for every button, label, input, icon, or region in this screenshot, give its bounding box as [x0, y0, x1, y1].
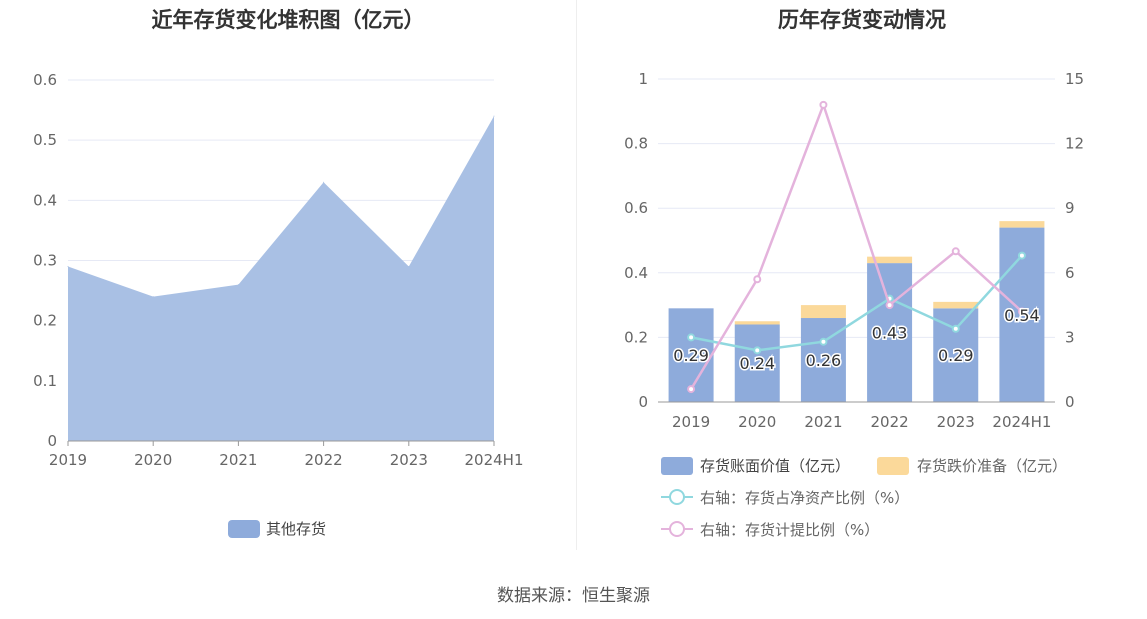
y-right-tick-label: 9 [1065, 199, 1075, 217]
bar-impairment-reserve [867, 256, 913, 264]
y-left-tick-label: 1 [638, 70, 648, 88]
x-tick-label: 2021 [804, 413, 842, 431]
right-chart-title: 历年存货变动情况 [778, 8, 946, 32]
area-data-point [323, 181, 325, 183]
provision-ratio-point [885, 301, 894, 310]
legend-label-reserve: 存货跌价准备（亿元） [917, 457, 1067, 475]
provision-ratio-point [1017, 307, 1026, 316]
legend-marker-provision-ratio [669, 521, 685, 537]
bar-data-label: 0.29 [938, 346, 974, 365]
legend-marker-net-asset-ratio [669, 489, 685, 505]
net-asset-ratio-point [951, 324, 960, 333]
x-tick-label: 2020 [738, 413, 776, 431]
x-tick-label: 2024H1 [465, 451, 524, 469]
left-chart-panel: 近年存货变化堆积图（亿元） 0 0.1 0.2 0.3 0.4 0.5 0.6 2019 202… [0, 0, 576, 560]
right-combo-chart: 0 0.2 0.4 0.6 0.8 1 0 3 6 9 12 15 2019 2020 2021 2022 20… [624, 70, 1084, 539]
y-tick-label: 0.4 [33, 191, 57, 209]
bar-impairment-reserve [734, 321, 780, 325]
y-right-tick-label: 15 [1065, 70, 1084, 88]
x-tick-label: 2022 [870, 413, 908, 431]
provision-ratio-point [753, 275, 762, 284]
legend-swatch-reserve [877, 457, 909, 475]
y-right-tick-label: 12 [1065, 135, 1084, 153]
y-tick-label: 0 [47, 432, 57, 450]
legend-label-book-value: 存货账面价值（亿元） [700, 457, 850, 475]
legend-swatch-other-inventory [228, 520, 260, 538]
left-area-chart: 0 0.1 0.2 0.3 0.4 0.5 0.6 2019 2020 2021 2022 2023 2… [33, 71, 524, 538]
net-asset-ratio-point [687, 333, 696, 342]
x-tick-label: 2023 [390, 451, 428, 469]
area-data-point [237, 284, 239, 286]
legend-label-provision-ratio: 右轴：存货计提比例（%） [700, 521, 879, 539]
bar-data-label: 0.24 [739, 354, 775, 373]
bar-book-value [867, 263, 913, 402]
y-left-tick-label: 0.8 [624, 135, 648, 153]
y-tick-label: 0.1 [33, 372, 57, 390]
y-tick-label: 0.5 [33, 131, 57, 149]
y-tick-label: 0.3 [33, 252, 57, 270]
bar-data-label: 0.54 [1004, 306, 1040, 325]
x-tick-label: 2019 [49, 451, 87, 469]
y-left-tick-label: 0.4 [624, 264, 648, 282]
bar-book-value [933, 308, 979, 402]
y-left-tick-label: 0 [638, 393, 648, 411]
provision-ratio-point [951, 247, 960, 256]
area-data-point [493, 115, 495, 117]
provision-ratio-point [687, 385, 696, 394]
x-tick-label: 2020 [134, 451, 172, 469]
right-chart-panel: 历年存货变动情况 0 0.2 0.4 0.6 0.8 1 0 3 6 9 12 15 2019 2020 2… [577, 0, 1147, 560]
bar-data-label: 0.26 [806, 351, 842, 370]
area-data-point [67, 266, 69, 268]
legend-swatch-book-value [661, 457, 693, 475]
y-right-tick-label: 6 [1065, 264, 1075, 282]
bar-impairment-reserve [933, 301, 979, 309]
provision-ratio-line [690, 101, 1023, 390]
area-series-other-inventory [68, 116, 494, 441]
legend-label-other-inventory: 其他存货 [266, 520, 326, 538]
area-data-point [152, 296, 154, 298]
data-source-note: 数据来源：恒生聚源 [497, 586, 650, 606]
y-tick-label: 0.6 [33, 71, 57, 89]
bar-impairment-reserve [800, 305, 846, 319]
net-asset-ratio-point [753, 346, 762, 355]
bar-book-value [734, 324, 780, 402]
left-chart-title: 近年存货变化堆积图（亿元） [151, 8, 425, 32]
y-left-tick-label: 0.2 [624, 328, 648, 346]
panel-divider [576, 0, 577, 550]
bar-data-label: 0.43 [872, 324, 908, 343]
bar-impairment-reserve [999, 221, 1045, 228]
net-asset-ratio-point [819, 337, 828, 346]
x-tick-label: 2024H1 [992, 413, 1051, 431]
y-left-tick-label: 0.6 [624, 199, 648, 217]
y-tick-label: 0.2 [33, 312, 57, 330]
y-right-tick-label: 3 [1065, 328, 1075, 346]
x-tick-label: 2023 [937, 413, 975, 431]
x-tick-label: 2019 [672, 413, 710, 431]
net-asset-ratio-line [690, 254, 1023, 352]
net-asset-ratio-point [1017, 251, 1026, 260]
x-tick-label: 2022 [305, 451, 343, 469]
provision-ratio-point [819, 100, 828, 109]
y-right-tick-label: 0 [1065, 393, 1075, 411]
legend-label-net-asset-ratio: 右轴：存货占净资产比例（%） [700, 489, 909, 507]
area-data-point [408, 266, 410, 268]
bar-data-label: 0.29 [673, 346, 709, 365]
x-tick-label: 2021 [219, 451, 257, 469]
